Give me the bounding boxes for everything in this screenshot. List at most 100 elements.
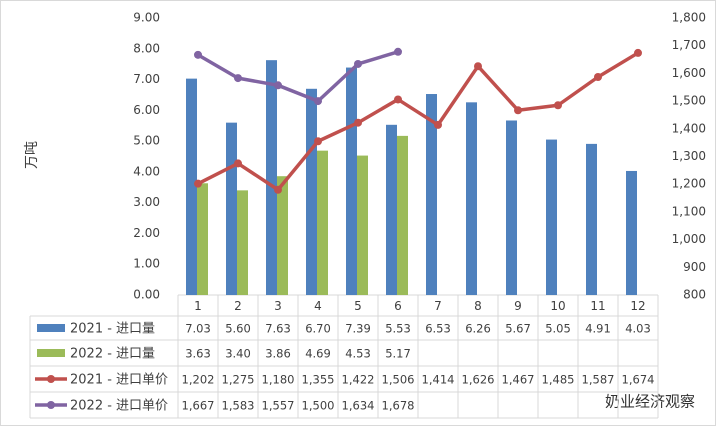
table-value: 3.86 xyxy=(265,347,291,361)
table-value: 1,634 xyxy=(342,399,375,413)
table-value: 4.03 xyxy=(625,322,651,336)
legend-label: 2021 - 进口单价 xyxy=(70,373,168,388)
y-tick-label: 3.00 xyxy=(133,195,160,209)
table-value: 1,275 xyxy=(222,373,255,387)
x-tick-label: 4 xyxy=(314,299,322,313)
bar xyxy=(386,124,397,295)
bar xyxy=(546,139,557,295)
y2-tick-label: 1,300 xyxy=(672,149,706,163)
x-tick-label: 1 xyxy=(194,299,202,313)
y-tick-label: 5.00 xyxy=(133,134,160,148)
legend-swatch xyxy=(37,324,65,332)
y2-tick-label: 1,700 xyxy=(672,38,706,52)
table-value: 6.70 xyxy=(305,322,331,336)
table-value: 1,587 xyxy=(582,373,615,387)
bar xyxy=(197,183,208,295)
line xyxy=(197,51,639,192)
table-value: 1,583 xyxy=(222,399,255,413)
bar xyxy=(506,120,517,296)
line xyxy=(197,50,399,103)
x-tick-label: 8 xyxy=(474,299,482,313)
line-marker xyxy=(234,159,242,168)
bar xyxy=(466,102,477,295)
table-value: 5.17 xyxy=(385,347,411,361)
y2-tick-label: 1,100 xyxy=(672,204,706,218)
y-tick-label: 4.00 xyxy=(133,164,160,178)
line-marker xyxy=(434,120,442,129)
x-tick-label: 6 xyxy=(394,299,402,313)
table-value: 5.60 xyxy=(225,322,251,336)
y2-tick-label: 1,000 xyxy=(672,232,706,246)
y-tick-label: 6.00 xyxy=(133,103,160,117)
y-tick-label: 2.00 xyxy=(133,226,160,240)
line-marker xyxy=(194,50,202,59)
bar xyxy=(226,122,237,296)
legend-label: 2021 - 进口量 xyxy=(70,322,155,337)
table-value: 7.39 xyxy=(345,322,371,336)
bar xyxy=(237,190,248,295)
line-marker xyxy=(394,95,402,104)
table-value: 4.91 xyxy=(585,322,611,336)
y-tick-label: 1.00 xyxy=(133,257,160,271)
y-tick-label: 8.00 xyxy=(133,41,160,55)
y-axis-label: 万吨 xyxy=(24,141,40,169)
table-value: 1,180 xyxy=(262,373,295,387)
table-value: 3.40 xyxy=(225,347,251,361)
y2-tick-label: 1,800 xyxy=(672,11,706,25)
legend-label: 2022 - 进口量 xyxy=(70,347,155,362)
table-value: 3.63 xyxy=(185,347,211,361)
table-value: 1,467 xyxy=(502,373,535,387)
table-value: 4.69 xyxy=(305,347,331,361)
x-tick-label: 10 xyxy=(550,299,565,313)
x-tick-label: 11 xyxy=(590,299,605,313)
y-tick-label: 0.00 xyxy=(133,288,160,302)
line-marker xyxy=(634,48,642,57)
table-value: 1,485 xyxy=(542,373,575,387)
table-value: 1,667 xyxy=(182,399,215,413)
line-marker xyxy=(194,179,202,188)
y2-tick-label: 1,500 xyxy=(672,94,706,108)
y2-tick-label: 1,200 xyxy=(672,177,706,191)
line-marker xyxy=(554,101,562,110)
y2-tick-label: 900 xyxy=(683,260,706,274)
table-value: 1,674 xyxy=(622,373,655,387)
x-tick-label: 3 xyxy=(274,299,282,313)
bar xyxy=(306,88,317,296)
y-tick-label: 7.00 xyxy=(133,72,160,86)
watermark: 奶业经济观察 xyxy=(605,393,695,411)
line-marker xyxy=(314,137,322,146)
table-value: 5.53 xyxy=(385,322,411,336)
bar xyxy=(317,150,328,295)
line-marker xyxy=(314,97,322,106)
table-value: 4.53 xyxy=(345,347,371,361)
table-value: 7.63 xyxy=(265,322,291,336)
bar xyxy=(426,94,437,295)
x-tick-label: 5 xyxy=(354,299,362,313)
line-marker xyxy=(354,118,362,127)
bar xyxy=(397,135,408,295)
bar xyxy=(626,170,637,295)
x-tick-label: 9 xyxy=(514,299,522,313)
table-value: 1,202 xyxy=(182,373,215,387)
y2-tick-label: 1,600 xyxy=(672,66,706,80)
table-value: 1,678 xyxy=(382,399,415,413)
line-marker xyxy=(354,59,362,68)
x-tick-label: 7 xyxy=(434,299,442,313)
line-marker xyxy=(514,106,522,115)
table-value: 5.67 xyxy=(505,322,531,336)
table-value: 1,557 xyxy=(262,399,295,413)
y2-tick-label: 800 xyxy=(683,288,706,302)
y-tick-label: 9.00 xyxy=(133,11,160,25)
bar xyxy=(346,67,357,296)
bar xyxy=(277,176,288,295)
table-value: 5.05 xyxy=(545,322,571,336)
table-value: 1,500 xyxy=(302,399,335,413)
x-tick-label: 12 xyxy=(630,299,645,313)
legend-marker xyxy=(47,375,55,383)
table-value: 7.03 xyxy=(185,322,211,336)
table-value: 1,422 xyxy=(342,373,375,387)
legend-swatch xyxy=(37,349,65,357)
table-value: 1,626 xyxy=(462,373,495,387)
table-value: 1,355 xyxy=(302,373,335,387)
